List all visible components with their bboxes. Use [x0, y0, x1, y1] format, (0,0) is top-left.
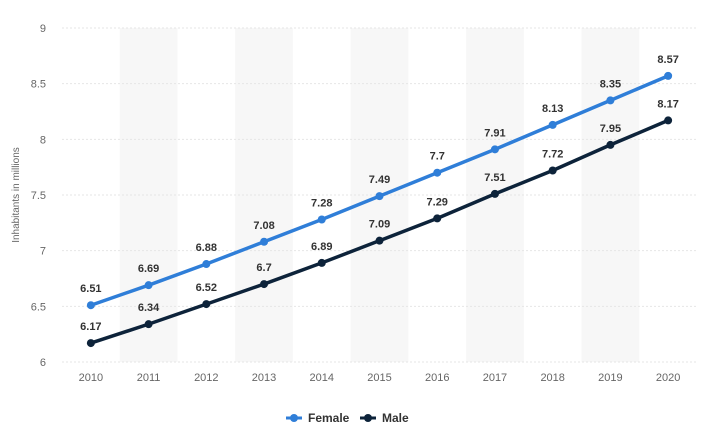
data-point-female[interactable]: [144, 281, 153, 290]
legend-label: Male: [382, 411, 409, 425]
data-label-female: 6.51: [80, 283, 101, 295]
legend-marker: [364, 414, 372, 422]
data-label-female: 7.28: [311, 197, 332, 209]
data-label-male: 7.09: [369, 219, 390, 231]
horizontal-gridlines: [62, 27, 697, 363]
data-label-male: 7.29: [427, 196, 448, 208]
data-point-female[interactable]: [606, 96, 615, 105]
data-point-female[interactable]: [375, 192, 384, 201]
y-tick-label: 8.5: [31, 79, 46, 91]
data-point-female[interactable]: [202, 260, 211, 269]
data-point-female[interactable]: [260, 237, 269, 246]
y-axis-tick-labels: 6 6.5 7 7.5 8 8.5 9: [31, 23, 46, 369]
x-tick-label: 2012: [194, 372, 218, 384]
y-tick-label: 7.5: [31, 190, 46, 202]
x-tick-label: 2010: [79, 372, 103, 384]
x-tick-label: 2017: [483, 372, 507, 384]
data-label-male: 6.52: [196, 282, 217, 294]
x-axis-tick-labels: 2010 2011 2012 2013 2014 2015 2016 2017 2018 2019…: [79, 372, 681, 384]
data-label-male: 7.72: [542, 149, 563, 161]
y-axis-title: Inhabitants in millions: [11, 147, 22, 243]
legend-item-male[interactable]: Male: [360, 411, 409, 425]
data-label-male: 8.17: [657, 98, 678, 110]
data-point-male[interactable]: [144, 320, 153, 329]
data-point-male[interactable]: [433, 214, 442, 223]
data-point-male[interactable]: [86, 339, 95, 348]
x-tick-label: 2011: [137, 372, 161, 384]
series-layer: [86, 71, 673, 348]
data-label-male: 6.34: [138, 302, 160, 314]
data-point-male[interactable]: [202, 300, 211, 309]
data-label-female: 6.88: [196, 242, 217, 254]
data-label-female: 8.13: [542, 103, 563, 115]
data-point-male[interactable]: [548, 166, 557, 175]
legend-item-female[interactable]: Female: [286, 411, 350, 425]
data-point-male[interactable]: [490, 189, 499, 198]
data-label-female: 7.7: [430, 151, 445, 163]
x-tick-label: 2016: [425, 372, 449, 384]
data-point-male[interactable]: [606, 140, 615, 149]
data-label-female: 7.91: [484, 127, 505, 139]
data-label-male: 7.95: [600, 123, 621, 135]
data-label-female: 7.49: [369, 174, 390, 186]
data-point-male[interactable]: [317, 258, 326, 267]
legend: Female Male: [286, 411, 409, 425]
x-tick-label: 2015: [367, 372, 391, 384]
y-tick-label: 6.5: [31, 301, 46, 313]
data-label-female: 7.08: [253, 220, 274, 232]
data-point-female[interactable]: [317, 215, 326, 224]
data-label-female: 6.69: [138, 263, 159, 275]
data-point-female[interactable]: [548, 120, 557, 129]
data-point-male[interactable]: [375, 236, 384, 245]
y-tick-label: 6: [40, 357, 46, 369]
data-point-male[interactable]: [664, 116, 673, 125]
data-point-female[interactable]: [664, 71, 673, 80]
data-labels-layer: 6.51 6.69 6.88 7.08 7.28 7.49 7.7 7.91 8.13 8.35 8…: [80, 54, 679, 333]
x-tick-label: 2014: [310, 372, 334, 384]
y-tick-label: 8: [40, 134, 46, 146]
data-label-female: 8.57: [657, 54, 678, 66]
x-tick-label: 2013: [252, 372, 276, 384]
data-point-female[interactable]: [433, 168, 442, 177]
data-label-male: 6.89: [311, 241, 332, 253]
x-tick-label: 2019: [598, 372, 622, 384]
legend-marker: [290, 414, 298, 422]
data-label-male: 6.17: [80, 321, 101, 333]
data-label-male: 7.51: [484, 172, 505, 184]
data-label-female: 8.35: [600, 78, 621, 90]
data-point-male[interactable]: [260, 280, 269, 289]
x-tick-label: 2018: [540, 372, 564, 384]
legend-label: Female: [308, 411, 350, 425]
data-point-female[interactable]: [86, 301, 95, 310]
data-point-female[interactable]: [490, 145, 499, 154]
x-tick-label: 2020: [656, 372, 680, 384]
y-tick-label: 7: [40, 246, 46, 258]
data-label-male: 6.7: [256, 262, 271, 274]
y-tick-label: 9: [40, 23, 46, 35]
